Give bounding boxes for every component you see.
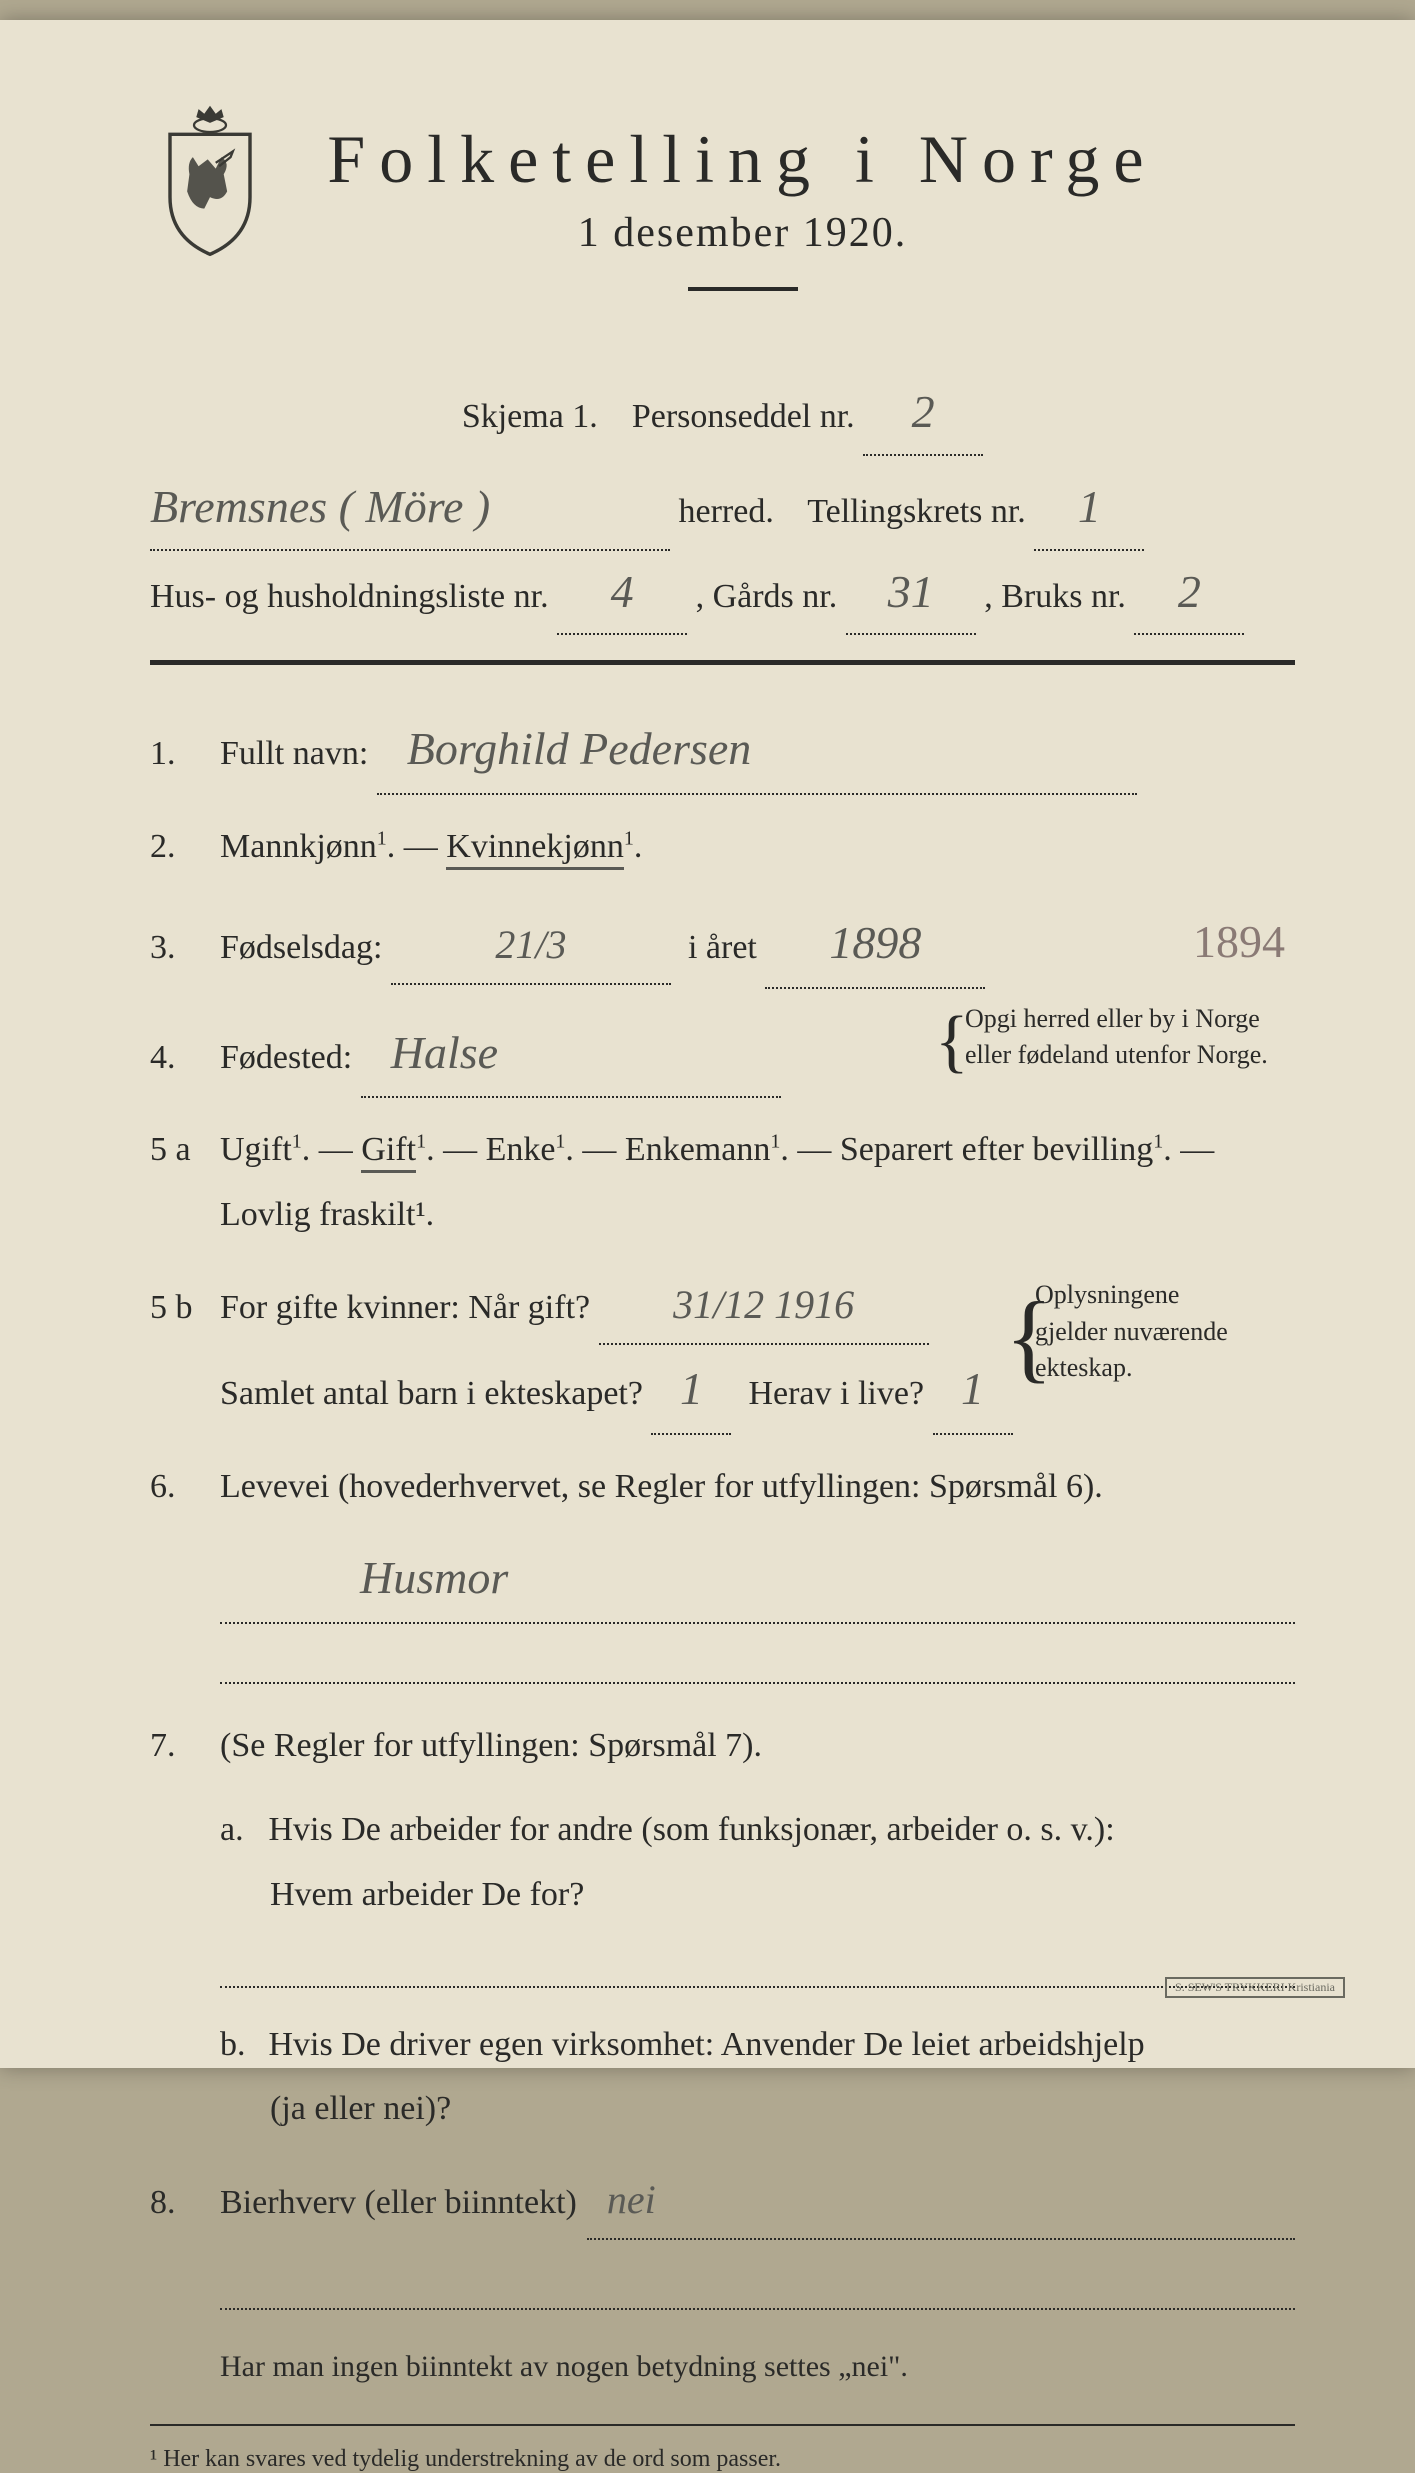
tellingskrets-label: Tellingskrets nr. bbox=[807, 493, 1026, 530]
q5b-sidenote: { Oplysningene gjelder nuværende ekteska… bbox=[1035, 1277, 1295, 1386]
printer-stamp: S. SEW'S TRYKKERI Kristiania bbox=[1165, 1977, 1345, 1998]
q5a: 5 a Ugift1. — Gift1. — Enke1. — Enkemann… bbox=[150, 1118, 1295, 1247]
q1-value: Borghild Pedersen bbox=[407, 723, 752, 774]
q6-value: Husmor bbox=[360, 1552, 508, 1603]
margin-year: 1894 bbox=[1193, 915, 1285, 968]
q6: 6. Levevei (hovederhvervet, se Regler fo… bbox=[150, 1455, 1295, 1684]
personseddel-label: Personseddel nr. bbox=[632, 398, 855, 435]
q4-sidenote: { Opgi herred eller by i Norge eller fød… bbox=[965, 1001, 1295, 1074]
q1-label: Fullt navn: bbox=[220, 735, 368, 772]
bruks-label: , Bruks nr. bbox=[984, 578, 1126, 615]
q1-num: 1. bbox=[150, 735, 220, 773]
q4-num: 4. bbox=[150, 1039, 220, 1077]
q5a-options2: Lovlig fraskilt¹. bbox=[220, 1196, 434, 1233]
closing-note: Har man ingen biinntekt av nogen betydni… bbox=[220, 2340, 1295, 2394]
q8-value: nei bbox=[607, 2177, 656, 2222]
q7a-text2: Hvem arbeider De for? bbox=[220, 1876, 584, 1913]
q7b-text1: Hvis De driver egen virksomhet: Anvender… bbox=[269, 2026, 1145, 2063]
q5b-val3: 1 bbox=[961, 1363, 984, 1414]
q2-num: 2. bbox=[150, 828, 220, 866]
skjema-label: Skjema 1. bbox=[462, 398, 598, 435]
q4-value: Halse bbox=[391, 1027, 498, 1078]
gards-label: , Gårds nr. bbox=[696, 578, 838, 615]
subtitle: 1 desember 1920. bbox=[310, 209, 1175, 257]
q5b-label3: Herav i live? bbox=[748, 1375, 924, 1412]
q3-day: 21/3 bbox=[495, 922, 566, 967]
q8-label: Bierhverv (eller biinntekt) bbox=[220, 2171, 577, 2236]
q3: 3. Fødselsdag: 21/3 i året 1898 bbox=[150, 899, 1295, 988]
footnote: ¹ Her kan svares ved tydelig understrekn… bbox=[150, 2446, 1295, 2473]
main-title: Folketelling i Norge bbox=[310, 120, 1175, 199]
q5a-num: 5 a bbox=[150, 1131, 220, 1169]
q3-year: 1898 bbox=[829, 917, 921, 968]
q2-opt-a: Mannkjønn bbox=[220, 828, 377, 865]
q4-label: Fødested: bbox=[220, 1039, 352, 1076]
herred-line: Bremsnes ( Möre ) herred. Tellingskrets … bbox=[150, 466, 1295, 551]
q2: 2. Mannkjønn1. — Kvinnekjønn1. bbox=[150, 815, 1295, 880]
herred-value: Bremsnes ( Möre ) bbox=[150, 481, 490, 532]
bottom-rule bbox=[150, 2424, 1295, 2426]
q2-opt-b: Kvinnekjønn bbox=[446, 828, 624, 870]
title-divider bbox=[688, 287, 798, 291]
q5b-label2: Samlet antal barn i ekteskapet? bbox=[220, 1375, 643, 1412]
herred-label: herred. bbox=[679, 493, 774, 530]
q6-label: Levevei (hovederhvervet, se Regler for u… bbox=[220, 1468, 1103, 1505]
q5b-label1: For gifte kvinner: Når gift? bbox=[220, 1289, 590, 1326]
q7b-text2: (ja eller nei)? bbox=[220, 2090, 451, 2127]
personseddel-value: 2 bbox=[912, 386, 935, 437]
coat-of-arms-icon bbox=[150, 100, 270, 260]
q5b-num: 5 b bbox=[150, 1289, 220, 1327]
husliste-label: Hus- og husholdningsliste nr. bbox=[150, 578, 549, 615]
q8-num: 8. bbox=[150, 2184, 220, 2222]
q4: 4. Fødested: Halse { Opgi herred eller b… bbox=[150, 1009, 1295, 1098]
husliste-value: 4 bbox=[611, 566, 634, 617]
q7a-label: a. bbox=[220, 1798, 260, 1863]
husliste-line: Hus- og husholdningsliste nr. 4 , Gårds … bbox=[150, 551, 1295, 636]
q6-num: 6. bbox=[150, 1468, 220, 1506]
q7: 7. (Se Regler for utfyllingen: Spørsmål … bbox=[150, 1714, 1295, 2142]
q7b-label: b. bbox=[220, 2013, 260, 2078]
q3-label: Fødselsdag: bbox=[220, 929, 382, 966]
q7a-text1: Hvis De arbeider for andre (som funksjon… bbox=[269, 1811, 1115, 1848]
q8: 8. Bierhverv (eller biinntekt) nei bbox=[150, 2162, 1295, 2240]
q3-num: 3. bbox=[150, 929, 220, 967]
q5a-options: Ugift1. — Gift1. — Enke1. — Enkemann1. —… bbox=[220, 1131, 1214, 1168]
tellingskrets-value: 1 bbox=[1078, 481, 1101, 532]
q5b-val1: 31/12 1916 bbox=[673, 1282, 854, 1327]
q5b-val2: 1 bbox=[680, 1363, 703, 1414]
gards-value: 31 bbox=[888, 566, 934, 617]
q1: 1. Fullt navn: Borghild Pedersen bbox=[150, 705, 1295, 794]
section-divider bbox=[150, 660, 1295, 665]
q7-intro: (Se Regler for utfyllingen: Spørsmål 7). bbox=[220, 1727, 762, 1764]
q7-num: 7. bbox=[150, 1727, 220, 1765]
title-block: Folketelling i Norge 1 desember 1920. bbox=[310, 120, 1295, 321]
bruks-value: 2 bbox=[1178, 566, 1201, 617]
header: Folketelling i Norge 1 desember 1920. bbox=[150, 120, 1295, 321]
skjema-line: Skjema 1. Personseddel nr. 2 bbox=[150, 371, 1295, 456]
census-form-page: Folketelling i Norge 1 desember 1920. Sk… bbox=[0, 20, 1415, 2068]
q3-mid: i året bbox=[688, 929, 757, 966]
q5b: 5 b For gifte kvinner: Når gift? 31/12 1… bbox=[150, 1267, 1295, 1434]
